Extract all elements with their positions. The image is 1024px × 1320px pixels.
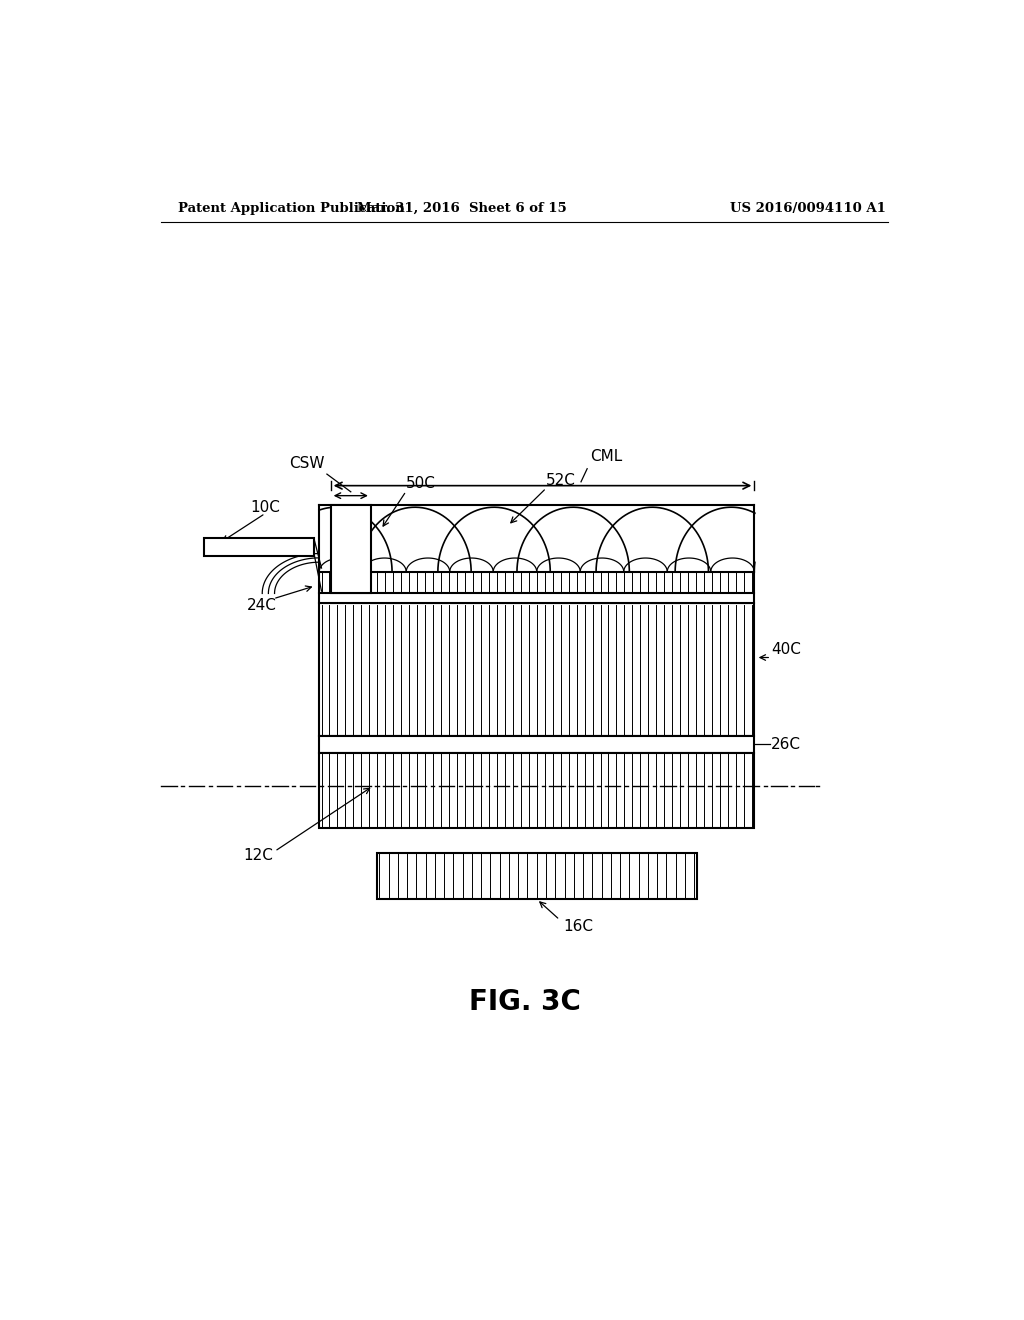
- Text: CSW: CSW: [289, 455, 325, 471]
- Text: Mar. 31, 2016  Sheet 6 of 15: Mar. 31, 2016 Sheet 6 of 15: [356, 202, 566, 215]
- Bar: [319, 594, 755, 603]
- Bar: [319, 737, 755, 752]
- Bar: [319, 752, 755, 829]
- Text: US 2016/0094110 A1: US 2016/0094110 A1: [730, 202, 886, 215]
- Text: FIG. 3C: FIG. 3C: [469, 987, 581, 1015]
- Bar: [377, 853, 696, 899]
- Text: 40C: 40C: [771, 643, 801, 657]
- Bar: [204, 539, 313, 557]
- Text: 26C: 26C: [771, 737, 801, 752]
- Text: 52C: 52C: [547, 473, 577, 488]
- Bar: [319, 603, 755, 737]
- Text: CML: CML: [590, 449, 623, 465]
- Text: 50C: 50C: [407, 475, 436, 491]
- Bar: [331, 506, 371, 594]
- Text: 24C: 24C: [247, 598, 276, 612]
- Text: 16C: 16C: [563, 919, 594, 933]
- Text: 10C: 10C: [251, 500, 281, 515]
- Text: Patent Application Publication: Patent Application Publication: [178, 202, 406, 215]
- Text: 12C: 12C: [243, 847, 273, 863]
